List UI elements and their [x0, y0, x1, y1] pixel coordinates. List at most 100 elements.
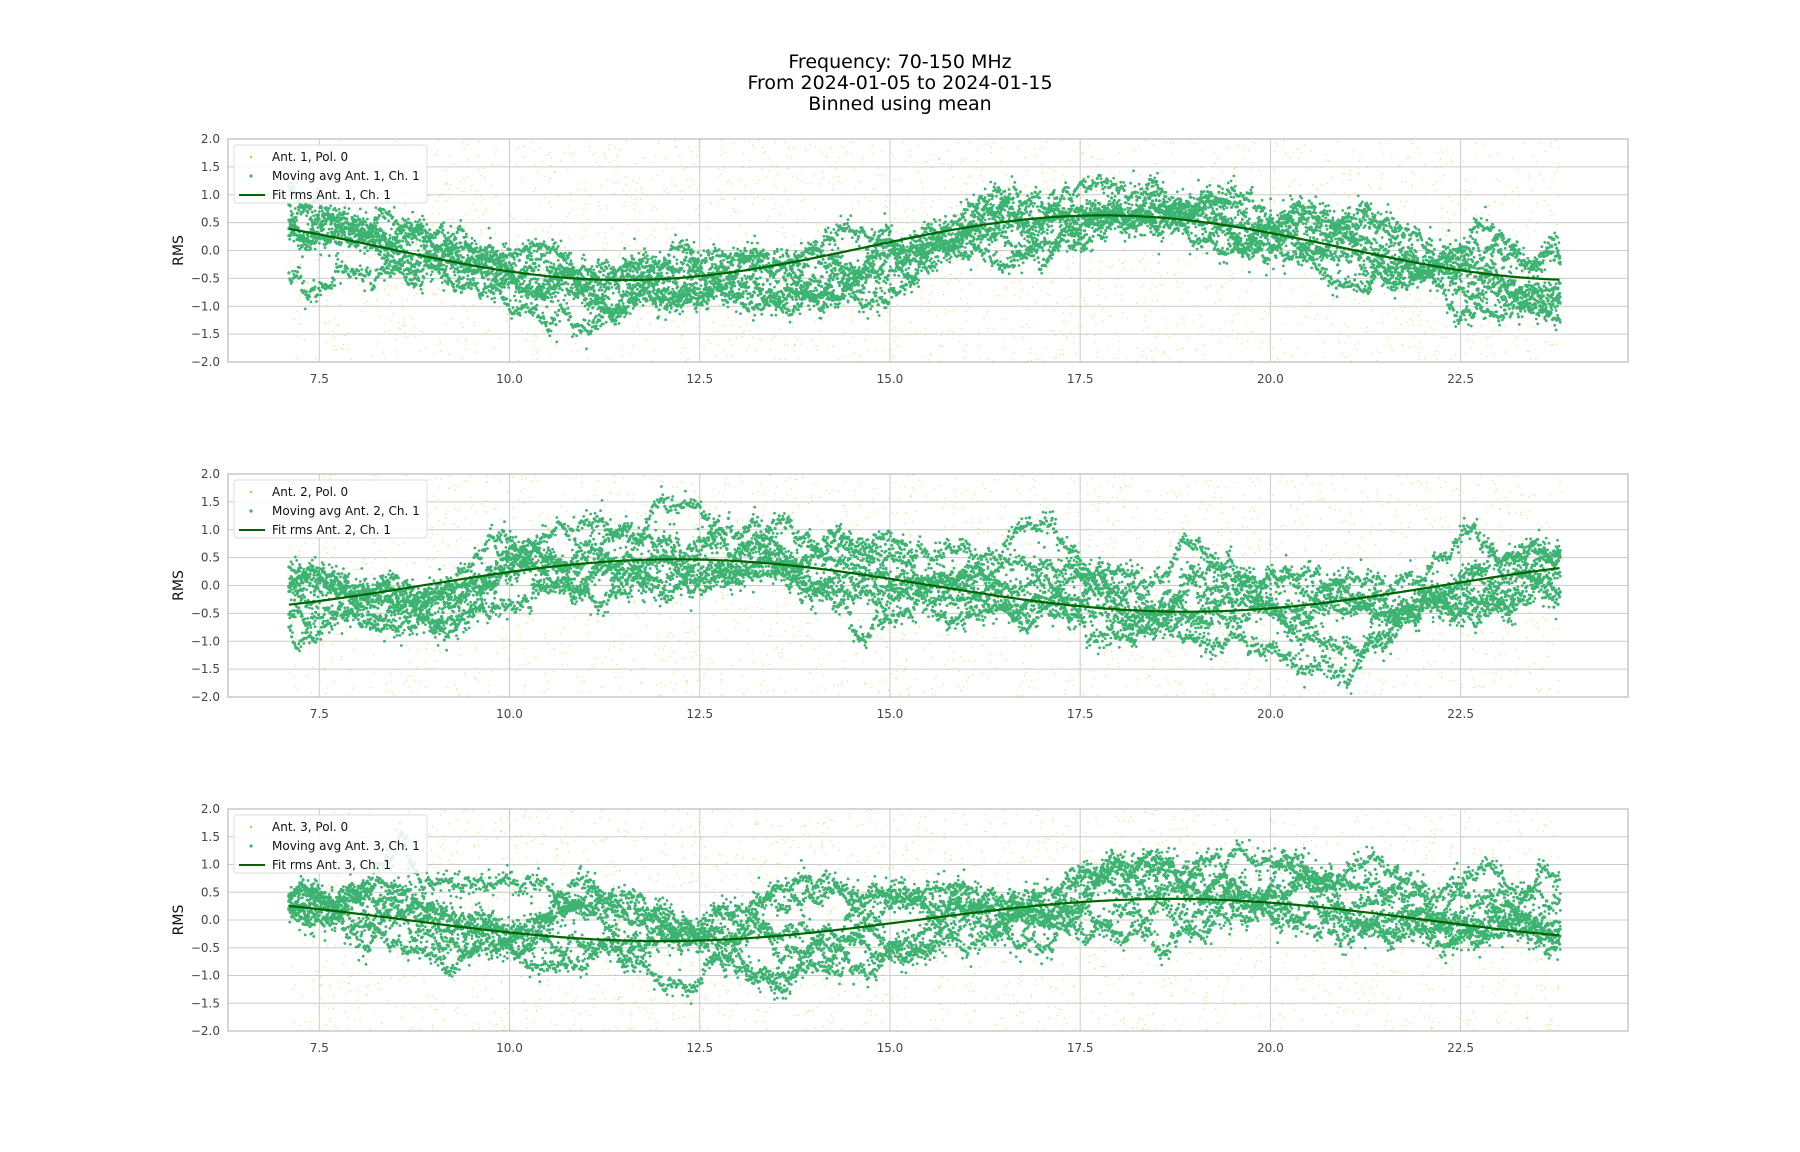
raw-point: [1116, 179, 1118, 181]
raw-point: [490, 184, 492, 186]
raw-point: [1121, 294, 1123, 296]
avg-point: [582, 265, 586, 269]
avg-point: [611, 265, 615, 269]
raw-point: [1471, 216, 1473, 218]
avg-point: [1179, 198, 1183, 202]
raw-point: [395, 285, 397, 287]
raw-point: [1432, 246, 1434, 248]
raw-point: [1154, 347, 1156, 350]
raw-point: [815, 345, 817, 347]
raw-point: [1441, 206, 1443, 208]
avg-point: [766, 256, 770, 260]
raw-point: [1446, 287, 1448, 289]
raw-point: [902, 229, 904, 231]
raw-point: [815, 223, 818, 225]
raw-point: [859, 299, 862, 302]
raw-point: [930, 354, 932, 356]
raw-point: [507, 313, 509, 315]
raw-point: [1138, 174, 1141, 176]
raw-point: [573, 151, 575, 153]
raw-point: [1102, 308, 1104, 310]
raw-point: [1107, 349, 1109, 351]
raw-point: [905, 267, 907, 269]
raw-point: [1411, 320, 1413, 322]
raw-point: [1020, 192, 1022, 194]
raw-point: [972, 260, 975, 262]
raw-point: [465, 338, 467, 340]
raw-point: [694, 310, 696, 313]
raw-point: [1143, 252, 1145, 254]
raw-point: [628, 353, 631, 355]
raw-point: [560, 160, 562, 162]
raw-point: [549, 200, 551, 202]
raw-point: [1452, 240, 1454, 242]
raw-point: [1072, 255, 1074, 257]
raw-point: [785, 215, 787, 217]
raw-point: [1347, 355, 1349, 358]
raw-point: [347, 255, 349, 258]
raw-point: [625, 175, 627, 178]
avg-point: [1175, 190, 1179, 194]
raw-point: [1398, 208, 1400, 210]
raw-point: [889, 314, 891, 316]
avg-point: [503, 245, 506, 249]
raw-point: [343, 288, 345, 290]
raw-point: [1124, 248, 1126, 250]
raw-point: [299, 297, 301, 299]
raw-point: [1519, 322, 1521, 324]
raw-point: [787, 167, 789, 169]
raw-point: [662, 307, 664, 309]
raw-point: [681, 190, 683, 192]
raw-point: [1509, 318, 1512, 321]
raw-point: [1064, 178, 1066, 181]
raw-point: [464, 340, 467, 342]
raw-point: [491, 240, 493, 242]
raw-point: [902, 141, 904, 143]
raw-point: [889, 348, 892, 351]
raw-point: [1276, 357, 1278, 359]
raw-point: [1251, 141, 1253, 143]
raw-point: [784, 309, 786, 312]
raw-point: [979, 356, 981, 358]
raw-point: [570, 199, 572, 201]
raw-point: [913, 210, 915, 212]
raw-point: [1515, 272, 1517, 274]
raw-point: [1185, 263, 1188, 265]
raw-point: [1165, 238, 1167, 241]
raw-point: [363, 302, 365, 304]
raw-point: [901, 217, 903, 219]
raw-point: [568, 236, 570, 238]
raw-point: [1224, 182, 1226, 184]
raw-point: [702, 205, 705, 207]
raw-point: [1250, 254, 1252, 256]
raw-point: [951, 263, 953, 265]
raw-point: [710, 203, 712, 205]
raw-point: [819, 183, 821, 185]
raw-point: [1100, 260, 1102, 263]
avg-point: [1327, 284, 1330, 288]
raw-point: [1325, 154, 1327, 156]
raw-point: [871, 152, 874, 154]
raw-point: [398, 276, 400, 278]
raw-point: [1243, 146, 1245, 148]
raw-point: [550, 157, 553, 159]
raw-point: [1232, 330, 1234, 332]
raw-point: [1273, 168, 1275, 170]
raw-point: [1264, 311, 1266, 313]
raw-point: [1080, 291, 1082, 293]
raw-point: [907, 196, 909, 198]
raw-point: [1332, 298, 1334, 300]
raw-point: [1117, 181, 1119, 183]
avg-point: [441, 274, 445, 278]
raw-point: [1454, 353, 1456, 355]
raw-point: [1426, 281, 1428, 283]
raw-point: [1038, 215, 1040, 217]
raw-point: [295, 281, 297, 283]
raw-point: [598, 200, 600, 202]
raw-point: [1219, 328, 1221, 330]
avg-point: [969, 268, 973, 272]
raw-point: [1055, 334, 1057, 336]
raw-point: [1322, 279, 1324, 281]
raw-point: [1255, 305, 1257, 307]
raw-point: [1227, 146, 1230, 148]
